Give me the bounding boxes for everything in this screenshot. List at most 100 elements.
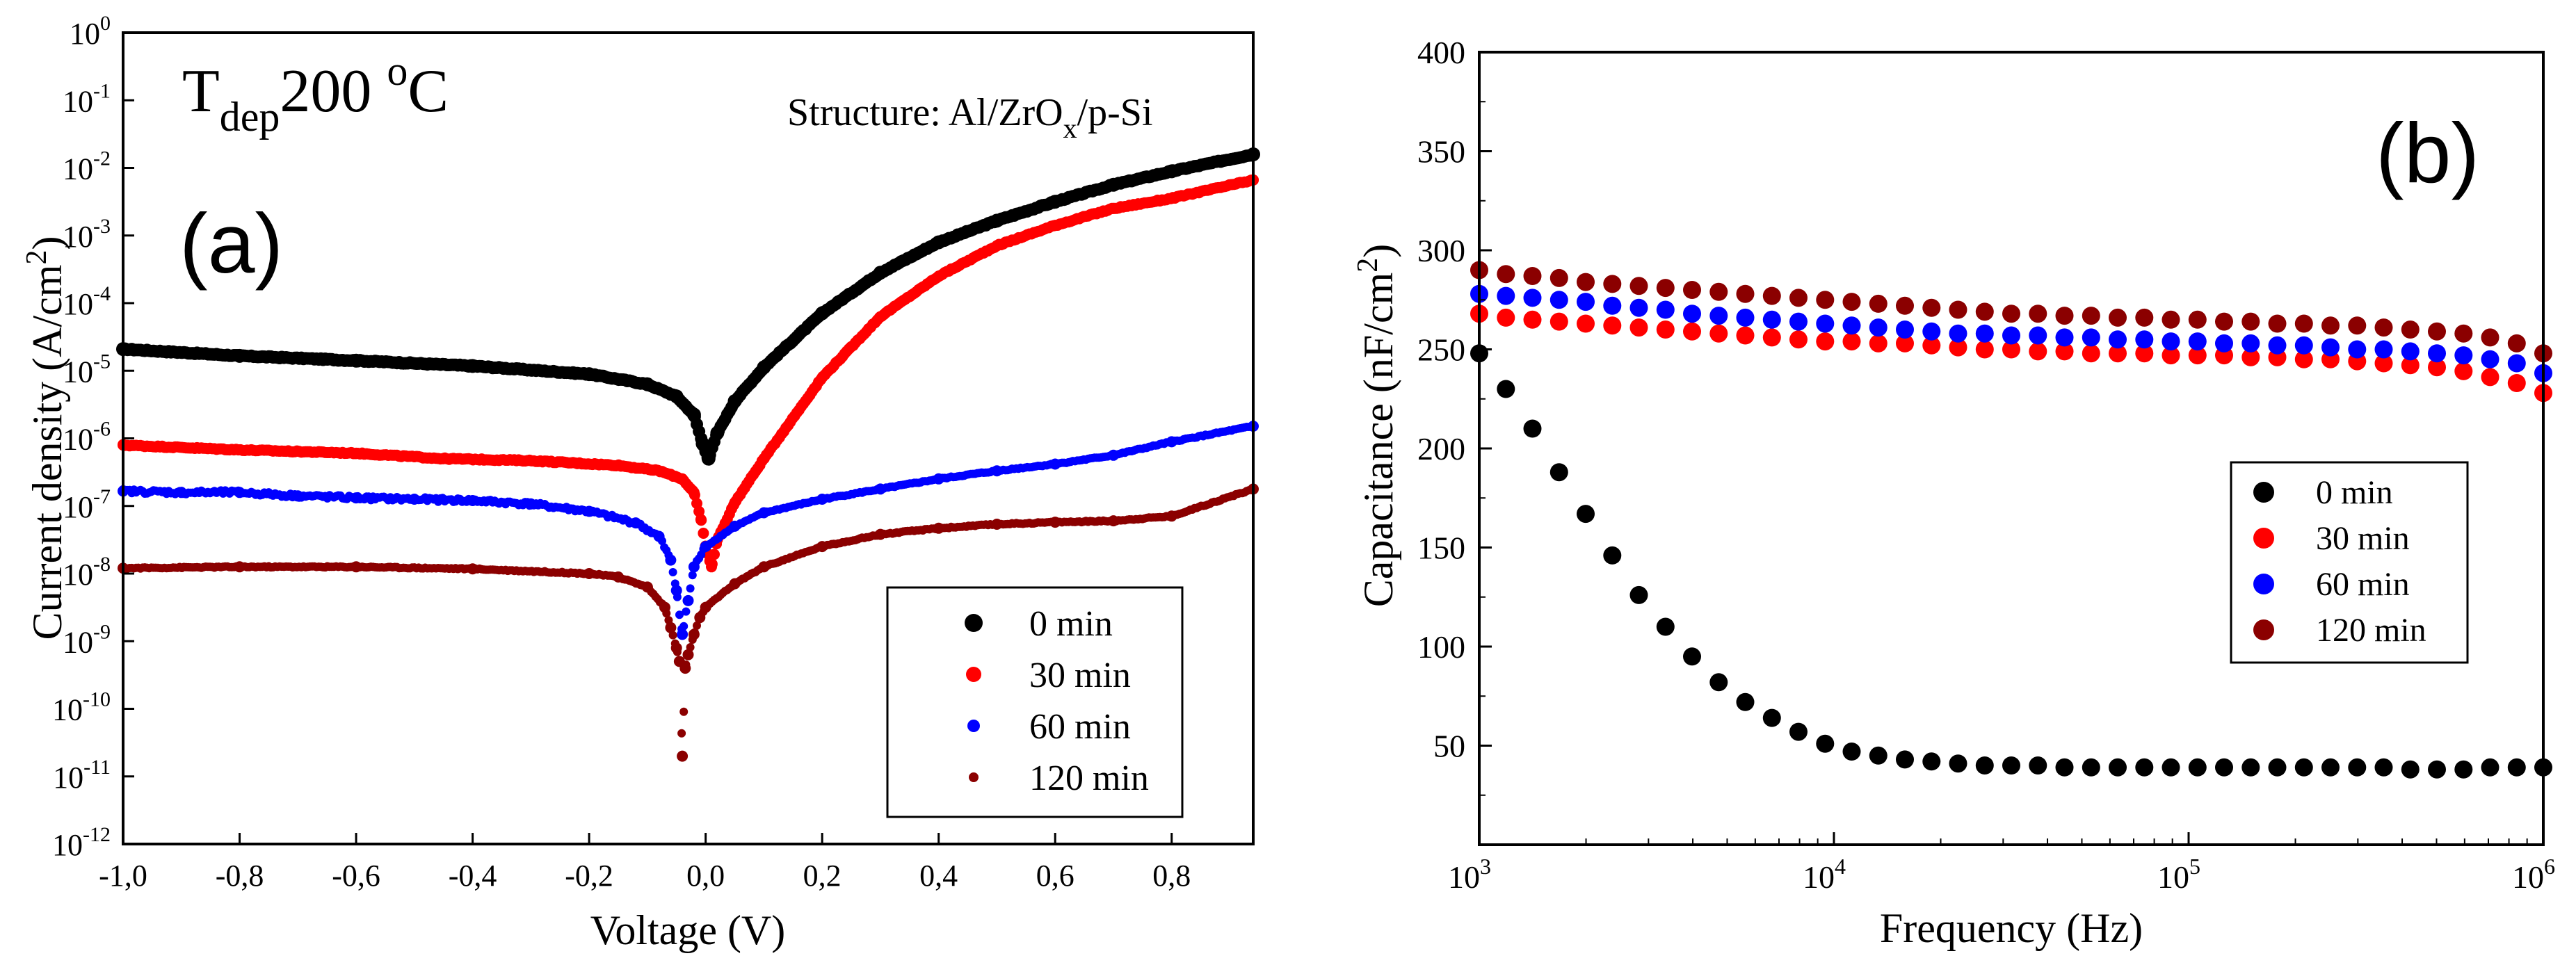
data-point <box>1869 334 1887 352</box>
data-point <box>709 549 720 560</box>
y-tick-label: 200 <box>1417 431 1465 467</box>
data-point <box>1709 282 1728 301</box>
data-point <box>653 465 665 477</box>
legend-label: 30 min <box>1029 656 1131 695</box>
data-point <box>1497 380 1515 398</box>
data-point <box>675 610 684 619</box>
data-point <box>2454 362 2473 380</box>
data-point <box>234 487 245 498</box>
data-point <box>1549 312 1568 331</box>
y-tick-label: 10-12 <box>52 823 111 862</box>
legend-item-60-min: 60 min <box>2253 566 2410 603</box>
data-point <box>2374 340 2393 359</box>
data-point <box>2109 344 2127 363</box>
x-tick-label: 105 <box>2157 854 2200 895</box>
data-point <box>1497 308 1515 327</box>
tdep-annotation: Tdep200 oC <box>182 48 449 140</box>
data-point <box>1577 293 1595 311</box>
legend-item-30-min: 30 min <box>966 656 1131 695</box>
data-point <box>1736 308 1755 327</box>
data-point <box>351 561 362 573</box>
data-point <box>1842 743 1861 761</box>
data-point <box>2135 330 2154 349</box>
data-point <box>991 519 1003 530</box>
data-point <box>2109 308 2127 327</box>
data-point <box>2002 326 2020 345</box>
y-tick-label: 10-1 <box>63 79 111 118</box>
data-point <box>665 554 677 566</box>
data-point <box>758 561 770 573</box>
data-point <box>1549 291 1568 309</box>
data-point <box>1629 318 1648 337</box>
data-point <box>710 425 725 440</box>
legend-label: 120 min <box>2316 612 2426 649</box>
data-point <box>613 460 624 471</box>
data-point <box>1816 734 1835 753</box>
data-point <box>2401 321 2420 339</box>
data-point <box>1816 291 1835 309</box>
data-point <box>693 621 701 630</box>
data-point <box>2507 354 2526 373</box>
data-point <box>467 563 478 575</box>
data-point <box>1049 517 1061 528</box>
data-point <box>2215 312 2233 331</box>
data-point <box>729 578 741 590</box>
data-point <box>1549 463 1568 482</box>
y-tick-label: 10-3 <box>63 215 111 254</box>
data-point <box>2188 758 2207 777</box>
legend-marker <box>2253 619 2274 640</box>
panel-b-data-marks <box>1470 261 2552 779</box>
data-point <box>2055 328 2074 347</box>
data-point <box>1108 449 1119 461</box>
data-point <box>1842 316 1861 335</box>
data-point <box>682 649 694 660</box>
data-point <box>991 240 1003 252</box>
x-tick-label: 0,2 <box>803 859 842 893</box>
data-point <box>1709 673 1728 692</box>
data-point <box>1523 289 1542 307</box>
data-point <box>2294 350 2313 368</box>
x-tick-label: 0,4 <box>919 859 958 893</box>
data-point <box>758 507 770 519</box>
data-point <box>933 270 944 282</box>
data-point <box>2082 758 2100 777</box>
legend-item-60-min: 60 min <box>967 707 1131 747</box>
y-tick-label: 10-5 <box>63 350 111 389</box>
data-point <box>1949 754 1967 773</box>
data-point <box>2002 756 2020 775</box>
panel-a-y-axis-label: Current density (A/cm2) <box>21 236 70 640</box>
data-point <box>2321 758 2340 777</box>
data-point <box>2135 344 2154 363</box>
x-tick-label: 104 <box>1803 854 1846 895</box>
data-point <box>1975 324 1994 343</box>
data-point <box>874 311 886 323</box>
data-point <box>679 622 689 631</box>
data-point <box>525 498 537 510</box>
data-point <box>2029 305 2047 323</box>
data-point <box>525 455 537 467</box>
panel-a-legend-box <box>886 586 1184 818</box>
data-point <box>670 585 682 597</box>
data-point <box>679 707 689 716</box>
data-point <box>1549 268 1568 287</box>
data-point <box>2428 344 2446 363</box>
data-point <box>2348 340 2367 359</box>
data-point <box>1523 310 1542 329</box>
data-point <box>1762 310 1781 329</box>
data-point <box>2162 310 2180 329</box>
y-tick-label: 10-10 <box>52 688 111 727</box>
data-point <box>1789 289 1808 307</box>
data-point <box>2348 316 2367 335</box>
data-point <box>2428 760 2446 779</box>
legend-marker <box>967 720 980 732</box>
data-point <box>2481 328 2499 347</box>
data-point <box>2294 336 2313 355</box>
data-point <box>2454 324 2473 343</box>
y-tick-label: 10-4 <box>63 282 111 321</box>
data-point <box>630 517 642 529</box>
data-point <box>2241 758 2260 777</box>
data-point <box>1049 220 1061 232</box>
data-point <box>2055 342 2074 361</box>
y-tick-label: 10-6 <box>63 418 111 457</box>
